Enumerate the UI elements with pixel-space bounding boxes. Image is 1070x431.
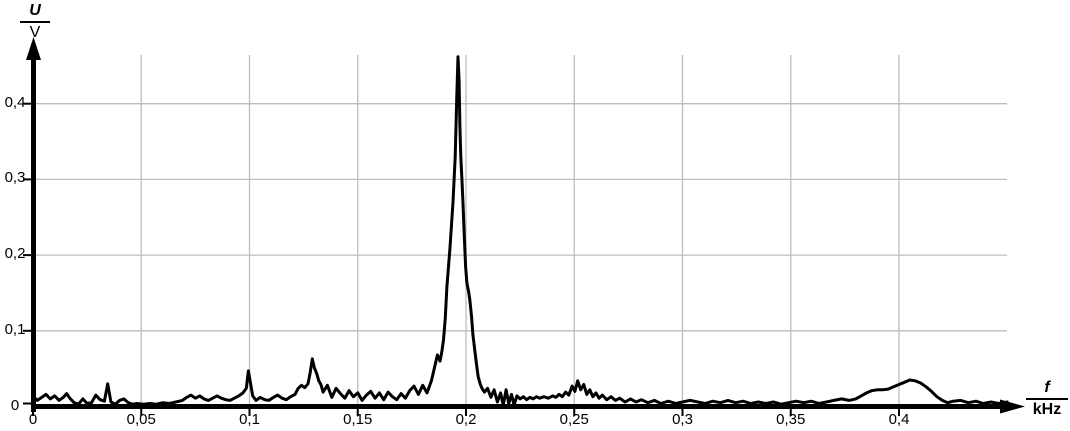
y-axis-unit-label: U V: [20, 2, 50, 42]
y-axis-quantity-symbol: U: [29, 2, 41, 19]
x-axis-quantity-symbol: f: [1044, 379, 1050, 396]
y-tick-label: 0,4: [4, 93, 26, 111]
x-tick-label: 0,25: [559, 411, 589, 428]
fraction-bar: [20, 21, 50, 23]
x-tick-label: 0,35: [776, 411, 806, 428]
y-axis-arrowhead-icon: [26, 37, 41, 60]
y-axis-unit: V: [29, 24, 41, 41]
x-tick-label: 0,4: [888, 411, 910, 428]
x-tick-label: 0,2: [455, 411, 477, 428]
y-tick-label: 0,3: [4, 169, 26, 187]
x-axis-unit-label: f kHz: [1026, 379, 1068, 419]
x-tick-label: 0: [28, 411, 38, 428]
y-tick-label: 0,2: [4, 245, 26, 263]
y-tick-label: 0: [10, 396, 20, 414]
fraction-bar: [1026, 398, 1068, 400]
x-axis-unit: kHz: [1032, 401, 1062, 418]
x-axis-arrowhead-icon: [1000, 399, 1025, 414]
x-tick-label: 0,3: [672, 411, 693, 428]
x-tick-label: 0,05: [126, 411, 156, 428]
x-tick-label: 0,15: [343, 411, 373, 428]
spectrum-curve: [31, 55, 1009, 407]
y-tick-label: 0,1: [4, 320, 26, 338]
x-tick-label: 0,1: [239, 411, 260, 428]
